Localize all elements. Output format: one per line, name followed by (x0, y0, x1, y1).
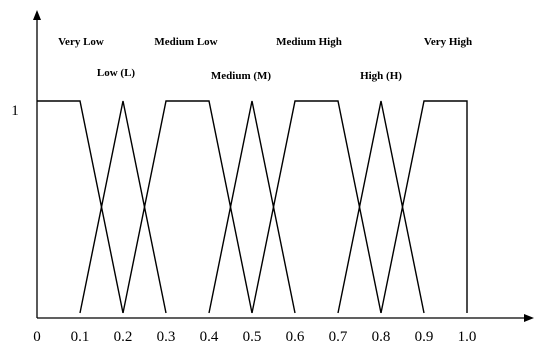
mf-label: Very High (424, 36, 472, 48)
y-axis-arrow (33, 10, 41, 20)
x-axis-arrow (524, 314, 534, 322)
x-tick-label: 0.7 (329, 329, 348, 345)
y-tick-label: 1 (11, 103, 19, 119)
x-tick-label: 0.3 (157, 329, 176, 345)
mf-label: Medium High (276, 36, 342, 48)
y-tick-labels: 1 (11, 103, 19, 119)
mf-line-medium-low (122, 100, 253, 314)
membership-labels: Very Low Low (L) Medium Low Medium (M) Mediu… (58, 36, 472, 82)
mf-label: Medium Low (154, 36, 217, 48)
mf-line-medium-m (208, 100, 296, 314)
mf-label: High (H) (360, 70, 402, 82)
mf-label: Low (L) (97, 67, 136, 79)
x-tick-label: 0.8 (372, 329, 391, 345)
x-tick-labels: 0 0.1 0.2 0.3 0.4 0.5 0.6 0.7 0.8 0.9 1.0 (33, 329, 476, 345)
mf-line-very-high (380, 100, 468, 314)
mf-line-high-h (337, 100, 425, 314)
mf-line-medium-high (251, 100, 382, 314)
x-tick-label: 0.6 (286, 329, 305, 345)
x-tick-label: 0.9 (415, 329, 434, 345)
x-tick-label: 0.5 (243, 329, 262, 345)
mf-line-low-l (79, 100, 167, 314)
mf-label: Medium (M) (211, 70, 272, 82)
x-tick-label: 0.1 (71, 329, 90, 345)
x-tick-label: 1.0 (458, 329, 477, 345)
membership-functions (37, 100, 468, 314)
x-tick-label: 0 (33, 329, 41, 345)
x-tick-label: 0.4 (200, 329, 219, 345)
axes (33, 10, 534, 322)
mf-line-very-low (37, 100, 124, 314)
mf-label: Very Low (58, 36, 104, 48)
x-tick-label: 0.2 (114, 329, 133, 345)
